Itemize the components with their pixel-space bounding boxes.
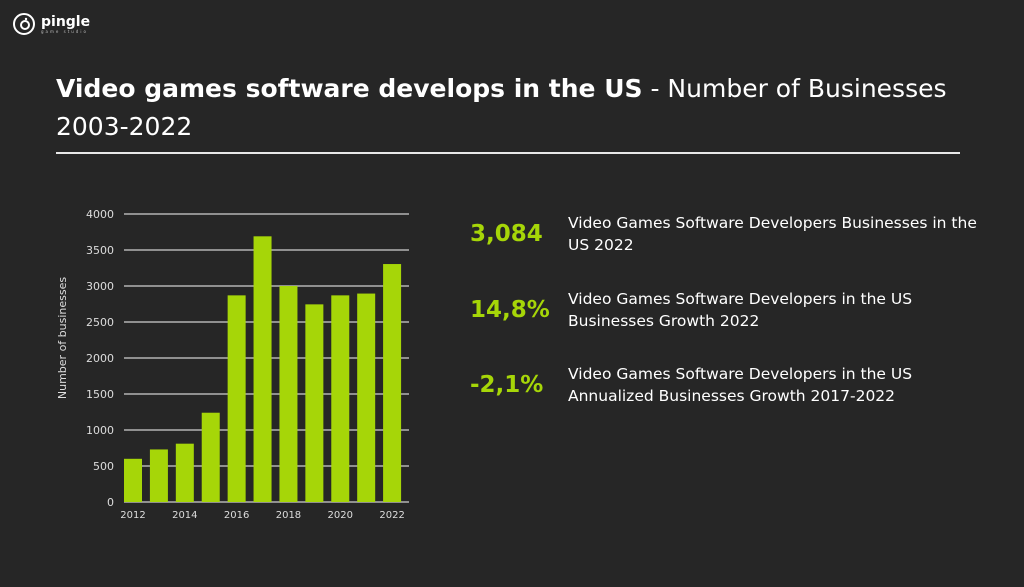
stat-growth-2022: 14,8% Video Games Software Developers in… — [470, 288, 978, 332]
bar-2015 — [201, 412, 220, 502]
bar-2020 — [331, 295, 350, 502]
x-tick-label: 2016 — [224, 510, 249, 521]
x-tick-label: 2014 — [172, 510, 197, 521]
stat-value: 14,8% — [470, 297, 550, 323]
stat-annualized-growth: -2,1% Video Games Software Developers in… — [470, 363, 978, 407]
stat-value: -2,1% — [470, 372, 544, 398]
stat-description: Video Games Software Developers Business… — [568, 214, 977, 254]
stat-description: Video Games Software Developers in the U… — [568, 365, 913, 405]
bar-2017 — [253, 236, 272, 502]
title-bold: Video games software develops in the US — [56, 74, 643, 103]
stat-description: Video Games Software Developers in the U… — [568, 290, 913, 330]
x-tick-label: 2020 — [328, 510, 353, 521]
bar-2019 — [305, 304, 324, 502]
x-tick-label: 2012 — [120, 510, 145, 521]
y-tick-label: 4000 — [86, 208, 114, 221]
y-axis-label: Number of businesses — [56, 277, 69, 399]
y-tick-label: 1500 — [86, 388, 114, 401]
x-tick-label: 2018 — [276, 510, 301, 521]
title-divider — [56, 152, 960, 154]
bar-2021 — [357, 293, 376, 502]
y-tick-label: 0 — [107, 496, 114, 509]
y-tick-label: 2000 — [86, 352, 114, 365]
logo-tagline: game studio — [41, 28, 88, 34]
bar-2022 — [383, 264, 402, 502]
y-tick-label: 2500 — [86, 316, 114, 329]
logo: pingle game studio — [12, 12, 90, 36]
chameleon-logo-icon — [13, 13, 35, 35]
bar-2014 — [175, 443, 194, 502]
x-tick-label: 2022 — [379, 510, 404, 521]
y-tick-label: 3500 — [86, 244, 114, 257]
title-rest: - Number of Businesses 2003-2022 — [56, 74, 947, 141]
y-tick-label: 3000 — [86, 280, 114, 293]
stat-value: 3,084 — [470, 221, 543, 247]
bar-2012 — [124, 458, 142, 502]
logo-name: pingle — [41, 13, 91, 30]
y-tick-label: 1000 — [86, 424, 114, 437]
y-tick-label: 500 — [93, 460, 114, 473]
bar-2018 — [279, 286, 298, 502]
page-title: Video games software develops in the US … — [56, 70, 986, 146]
bar-2013 — [149, 449, 168, 502]
bar-2016 — [227, 295, 246, 502]
stat-businesses-2022: 3,084 Video Games Software Developers Bu… — [470, 212, 978, 256]
